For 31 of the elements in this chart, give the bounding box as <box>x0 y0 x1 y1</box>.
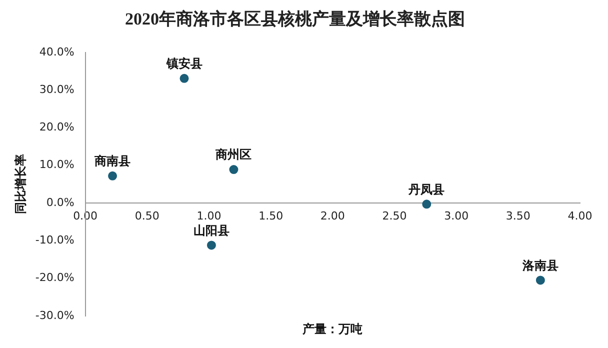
annotation: 洛南县 <box>521 258 558 272</box>
x-tick-label: 3.50 <box>506 209 530 222</box>
y-tick-label: 0.0% <box>46 196 74 209</box>
point <box>536 276 545 285</box>
y-axis-title: 同比增长率 <box>13 154 28 214</box>
y-tick-label: 30.0% <box>39 82 74 96</box>
x-axis-title: 产量：万吨 <box>302 322 363 336</box>
annotation: 商州区 <box>214 148 252 162</box>
chart-title: 2020年商洛市各区县核桃产量及增长率散点图 <box>125 10 465 29</box>
y-tick-label: -10.0% <box>35 234 74 247</box>
y-tick-label: 40.0% <box>39 45 74 58</box>
point <box>180 74 189 83</box>
x-tick-label: 1.50 <box>258 209 284 222</box>
y-tick-label: 10.0% <box>39 158 74 172</box>
annotation: 山阳县 <box>193 223 230 238</box>
annotation: 镇安县 <box>165 56 202 71</box>
annotation: 商南县 <box>94 154 131 168</box>
y-tick-label: -30.0% <box>35 308 74 322</box>
point <box>206 240 216 250</box>
point <box>229 165 238 174</box>
x-tick-label: 2.00 <box>320 209 345 222</box>
x-tick-label: 1.00 <box>196 209 222 222</box>
x-tick-label: 0.50 <box>134 209 160 222</box>
x-tick-label: 4.00 <box>568 209 592 222</box>
point <box>422 200 432 209</box>
point <box>108 171 118 180</box>
annotation: 丹凤县 <box>408 182 445 196</box>
y-tick-label: -20.0% <box>35 271 74 284</box>
y-tick-label: 20.0% <box>39 120 74 134</box>
x-tick-label: 3.00 <box>444 209 469 222</box>
x-tick-label: 2.50 <box>382 209 407 222</box>
